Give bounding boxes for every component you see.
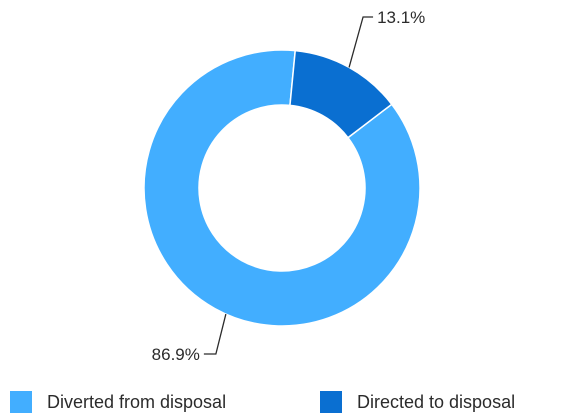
legend: Diverted from disposal Directed to dispo…	[0, 388, 564, 416]
slice-diverted-from-disposal	[143, 49, 421, 327]
labels-layer: 13.1% 86.9%	[152, 8, 426, 364]
legend-swatch-directed	[320, 391, 342, 413]
slices-layer	[143, 49, 421, 327]
slice-directed-to-disposal	[289, 49, 393, 139]
legend-item-diverted: Diverted from disposal	[10, 390, 226, 414]
data-label-directed: 13.1%	[377, 8, 425, 27]
legend-label-directed: Directed to disposal	[357, 391, 516, 412]
leaders-layer	[203, 16, 374, 355]
data-label-diverted: 86.9%	[152, 345, 200, 364]
legend-swatch-diverted	[10, 391, 32, 413]
legend-item-directed: Directed to disposal	[320, 390, 515, 414]
legend-label-diverted: Diverted from disposal	[47, 391, 227, 412]
leader-line-diverted	[203, 313, 227, 355]
leader-line-directed	[348, 16, 374, 68]
